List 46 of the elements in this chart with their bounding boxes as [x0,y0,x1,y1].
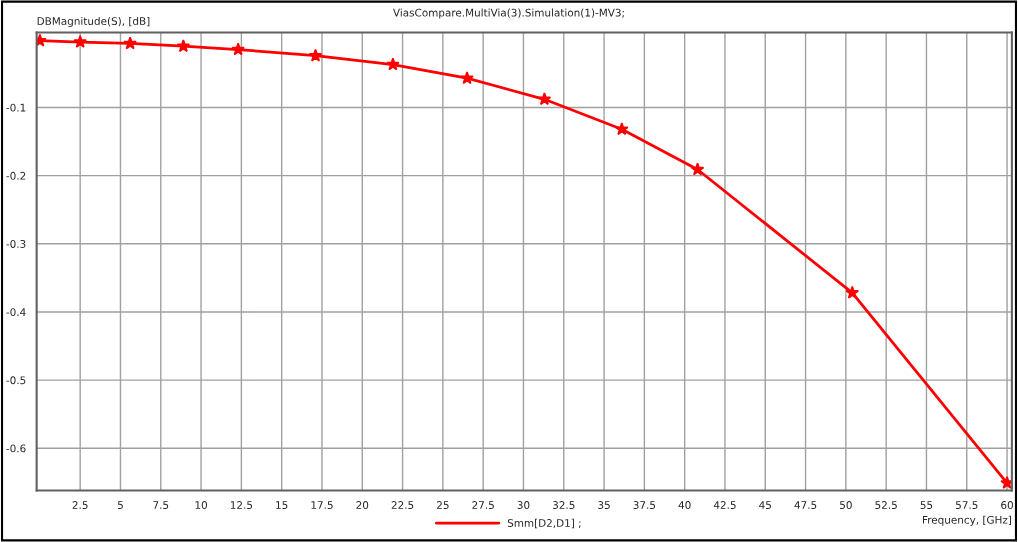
point [690,162,705,176]
x-tick-label: 50 [840,501,852,509]
x-tick-label: 60 [1001,501,1013,509]
x-tick-label: 37.5 [633,501,656,509]
point [537,92,552,106]
y-axis-title: DBMagnitude(S), [dB] [37,16,150,28]
x-tick-label: 2.5 [72,501,88,509]
x-tick-label: 17.5 [311,501,333,509]
x-tick-label: 45 [759,501,771,509]
x-tick-label: 42.5 [713,501,736,509]
x-tick-label: 55 [920,501,933,509]
x-tick-label: 5 [117,501,123,509]
x-tick-label: 22.5 [391,501,414,509]
point [123,36,137,50]
y-tick-label: -0.3 [6,240,26,248]
point [176,39,191,53]
y-tick-label: -0.5 [6,376,26,385]
y-tick-label: -0.2 [6,171,26,180]
y-tick-label: -0.4 [6,308,26,317]
point [231,42,245,56]
point [845,285,860,299]
x-tick-label: 20 [356,501,369,509]
point [1000,475,1012,489]
x-tick-label: 27.5 [472,501,494,509]
x-tick-label: 12.5 [230,501,253,509]
x-tick-label: 47.5 [794,501,817,509]
text: Smm[D2,D1] ; [507,518,581,529]
point [308,48,323,62]
x-tick-label: 52.5 [875,501,897,509]
chart-title: ViasCompare.MultiVia(3).Simulation(1)-MV3; [393,8,624,19]
x-tick-label: 25 [437,501,449,509]
x-tick-label: 10 [195,501,207,509]
point [460,71,474,85]
point [615,122,629,136]
x-tick-label: 7.5 [153,501,169,509]
x-tick-label: 32.5 [552,501,575,509]
point [386,57,400,71]
y-tick-label: -0.6 [6,444,26,453]
x-tick-label: 35 [598,501,610,509]
x-tick-label: 40 [678,501,691,509]
y-tick-label: -0.1 [6,103,26,112]
x-tick-label: 57.5 [955,501,978,509]
x-tick-label: 15 [276,501,288,509]
point [73,34,87,48]
x-tick-label: 30 [517,501,530,509]
x-axis-title: Frequency, [GHz] [922,515,1011,526]
